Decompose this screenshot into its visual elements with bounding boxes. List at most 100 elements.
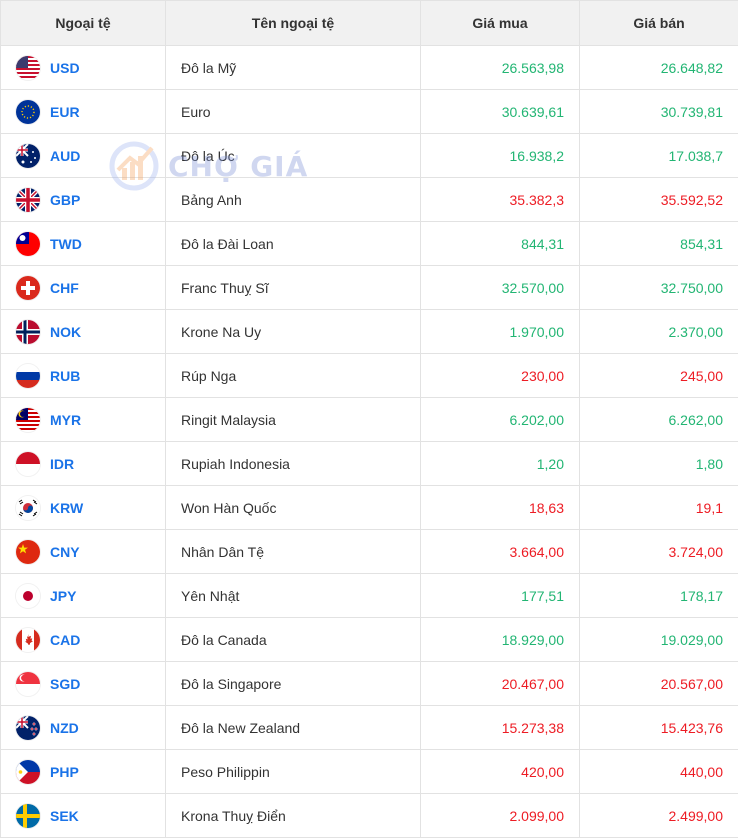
cell-code: KRW xyxy=(1,486,166,530)
cell-sell: 20.567,00 xyxy=(580,662,738,706)
sg-flag-icon xyxy=(16,672,40,696)
cell-buy: 1.970,00 xyxy=(421,310,580,354)
cell-name: Đô la Đài Loan xyxy=(166,222,421,266)
id-flag-icon xyxy=(16,452,40,476)
cell-code: CHF xyxy=(1,266,166,310)
kr-flag-icon xyxy=(16,496,40,520)
currency-link[interactable]: CNY xyxy=(50,544,80,560)
currency-link[interactable]: CAD xyxy=(50,632,80,648)
cell-sell: 1,80 xyxy=(580,442,738,486)
currency-link[interactable]: RUB xyxy=(50,368,80,384)
cell-buy: 1,20 xyxy=(421,442,580,486)
cell-sell: 6.262,00 xyxy=(580,398,738,442)
cell-name: Rúp Nga xyxy=(166,354,421,398)
cell-code: PHP xyxy=(1,750,166,794)
table-header: Ngoại tệ Tên ngoại tệ Giá mua Giá bán xyxy=(1,1,738,46)
currency-link[interactable]: JPY xyxy=(50,588,76,604)
cell-code: MYR xyxy=(1,398,166,442)
cell-name: Ringit Malaysia xyxy=(166,398,421,442)
cell-code: IDR xyxy=(1,442,166,486)
cell-buy: 18.929,00 xyxy=(421,618,580,662)
currency-link[interactable]: IDR xyxy=(50,456,74,472)
cell-code: CNY xyxy=(1,530,166,574)
cell-sell: 854,31 xyxy=(580,222,738,266)
ru-flag-icon xyxy=(16,364,40,388)
currency-link[interactable]: GBP xyxy=(50,192,80,208)
cell-buy: 230,00 xyxy=(421,354,580,398)
header-name: Tên ngoại tệ xyxy=(166,1,421,46)
cell-buy: 6.202,00 xyxy=(421,398,580,442)
cell-name: Euro xyxy=(166,90,421,134)
cell-name: Peso Philippin xyxy=(166,750,421,794)
currency-link[interactable]: USD xyxy=(50,60,80,76)
eu-flag-icon xyxy=(16,100,40,124)
cell-buy: 420,00 xyxy=(421,750,580,794)
cell-buy: 3.664,00 xyxy=(421,530,580,574)
cell-code: SEK xyxy=(1,794,166,838)
cell-sell: 2.499,00 xyxy=(580,794,738,838)
currency-link[interactable]: SEK xyxy=(50,808,79,824)
cell-code: EUR xyxy=(1,90,166,134)
currency-link[interactable]: KRW xyxy=(50,500,83,516)
cell-code: NZD xyxy=(1,706,166,750)
cell-code: RUB xyxy=(1,354,166,398)
cell-name: Krone Na Uy xyxy=(166,310,421,354)
currency-link[interactable]: NZD xyxy=(50,720,79,736)
se-flag-icon xyxy=(16,804,40,828)
tw-flag-icon xyxy=(16,232,40,256)
currency-link[interactable]: PHP xyxy=(50,764,79,780)
cell-sell: 32.750,00 xyxy=(580,266,738,310)
nz-flag-icon xyxy=(16,716,40,740)
currency-link[interactable]: NOK xyxy=(50,324,81,340)
cell-name: Nhân Dân Tệ xyxy=(166,530,421,574)
cell-code: GBP xyxy=(1,178,166,222)
cell-sell: 2.370,00 xyxy=(580,310,738,354)
cell-code: NOK xyxy=(1,310,166,354)
ca-flag-icon xyxy=(16,628,40,652)
currency-link[interactable]: EUR xyxy=(50,104,80,120)
cell-buy: 2.099,00 xyxy=(421,794,580,838)
cell-sell: 26.648,82 xyxy=(580,46,738,90)
header-code: Ngoại tệ xyxy=(1,1,166,46)
cell-name: Bảng Anh xyxy=(166,178,421,222)
cell-code: SGD xyxy=(1,662,166,706)
cell-buy: 20.467,00 xyxy=(421,662,580,706)
cell-code: USD xyxy=(1,46,166,90)
cell-sell: 35.592,52 xyxy=(580,178,738,222)
no-flag-icon xyxy=(16,320,40,344)
cell-sell: 19.029,00 xyxy=(580,618,738,662)
currency-link[interactable]: MYR xyxy=(50,412,81,428)
cell-code: TWD xyxy=(1,222,166,266)
my-flag-icon xyxy=(16,408,40,432)
currency-link[interactable]: TWD xyxy=(50,236,82,252)
cell-code: JPY xyxy=(1,574,166,618)
cell-code: AUD xyxy=(1,134,166,178)
header-sell: Giá bán xyxy=(580,1,738,46)
header-buy: Giá mua xyxy=(421,1,580,46)
cell-buy: 15.273,38 xyxy=(421,706,580,750)
currency-link[interactable]: SGD xyxy=(50,676,80,692)
cell-name: Đô la Singapore xyxy=(166,662,421,706)
cell-sell: 19,1 xyxy=(580,486,738,530)
currency-link[interactable]: CHF xyxy=(50,280,79,296)
currency-link[interactable]: AUD xyxy=(50,148,80,164)
cell-name: Won Hàn Quốc xyxy=(166,486,421,530)
cell-sell: 3.724,00 xyxy=(580,530,738,574)
cell-name: Krona Thuỵ Điển xyxy=(166,794,421,838)
cell-name: Đô la Mỹ xyxy=(166,46,421,90)
